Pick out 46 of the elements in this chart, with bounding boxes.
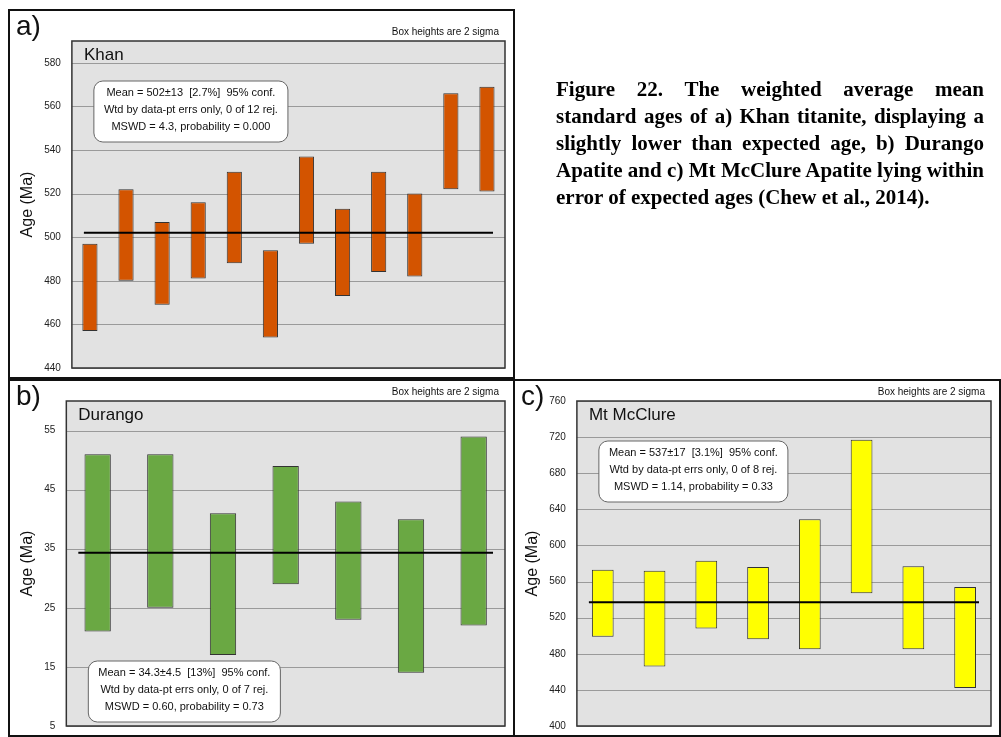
text: Box heights are 2 sigma: [391, 385, 500, 397]
text: c): [521, 379, 545, 411]
text: Figure 22. The weighted average mean standard ages of a) Khan titanite, displaying a slightly lower than expected age, b) Durango Apatite and c) Mt McClure Apatite lying within error of expected ages (Chew et al., 2014).: [556, 76, 984, 211]
y-tick-label: 440: [549, 683, 567, 695]
annotation: Wtd by data-pt errs only, 0 of 8 rej.: [609, 462, 778, 475]
y-tick-label: 480: [549, 647, 567, 659]
annotation: Wtd by data-pt errs only, 0 of 12 rej.: [103, 102, 278, 115]
annotation: MSWD = 0.60, probability = 0.73: [104, 699, 264, 712]
annotation: Mean = 537±17 [3.1%] 95% conf.: [608, 445, 778, 458]
y-tick-label: 560: [549, 575, 567, 587]
y-tick-label: 25: [44, 601, 56, 613]
y-tick-label: 15: [44, 660, 56, 672]
y-tick-label: 520: [44, 187, 62, 199]
y-tick-label: 480: [44, 274, 62, 286]
y-tick-label: 520: [549, 611, 567, 623]
text: a): [16, 9, 41, 41]
chart-title: Khan: [83, 45, 124, 65]
y-axis-title: Age (Ma): [18, 171, 36, 238]
y-tick-label: 5: [49, 719, 56, 731]
annotation: Wtd by data-pt errs only, 0 of 7 rej.: [100, 682, 269, 695]
text: Box heights are 2 sigma: [877, 385, 986, 397]
chart-title: Mt McClure: [588, 405, 676, 425]
y-tick-label: 580: [44, 56, 62, 68]
annotation: MSWD = 4.3, probability = 0.000: [111, 119, 271, 132]
y-tick-label: 680: [549, 466, 567, 478]
y-axis-title: Age (Ma): [523, 530, 541, 597]
annotation: MSWD = 1.14, probability = 0.33: [613, 479, 773, 492]
y-tick-label: 35: [44, 542, 56, 554]
y-axis-title: Age (Ma): [18, 530, 36, 597]
y-tick-label: 640: [549, 503, 567, 515]
text: b): [16, 379, 41, 411]
chart-title: Durango: [78, 405, 144, 425]
y-tick-label: 440: [44, 361, 62, 373]
y-tick-label: 400: [549, 719, 567, 731]
annotation: Mean = 34.3±4.5 [13%] 95% conf.: [98, 665, 271, 678]
y-tick-label: 760: [549, 394, 567, 406]
y-tick-label: 460: [44, 318, 62, 330]
text: Box heights are 2 sigma: [391, 25, 500, 37]
y-tick-label: 560: [44, 100, 62, 112]
y-tick-label: 500: [44, 230, 62, 242]
y-tick-label: 45: [44, 483, 56, 495]
y-tick-label: 720: [549, 430, 567, 442]
y-tick-label: 600: [549, 539, 567, 551]
y-tick-label: 540: [44, 143, 62, 155]
annotation: Mean = 502±13 [2.7%] 95% conf.: [106, 85, 276, 98]
y-tick-label: 55: [44, 424, 56, 436]
